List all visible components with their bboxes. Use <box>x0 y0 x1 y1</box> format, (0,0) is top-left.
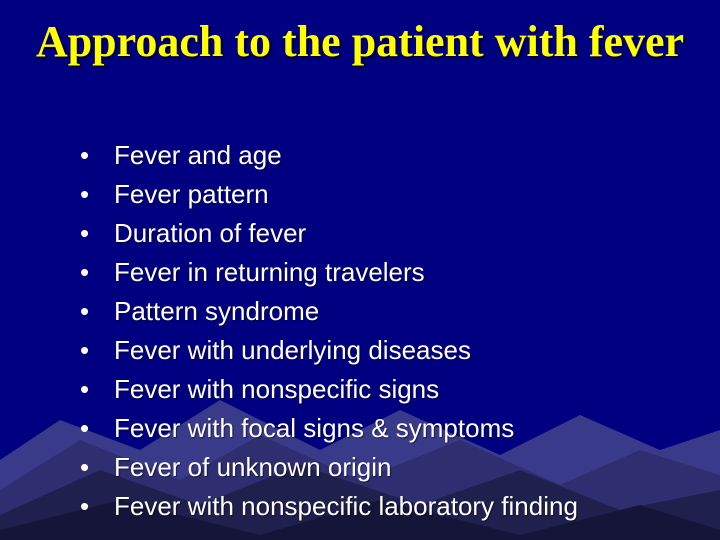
list-item: • Duration of fever <box>80 218 680 249</box>
bullet-marker-icon: • <box>80 452 114 483</box>
bullet-text: Fever in returning travelers <box>114 257 425 288</box>
bullet-marker-icon: • <box>80 218 114 249</box>
bullet-marker-icon: • <box>80 257 114 288</box>
bullet-text: Pattern syndrome <box>114 296 319 327</box>
bullet-text: Fever with nonspecific laboratory findin… <box>114 491 578 522</box>
list-item: • Fever of unknown origin <box>80 452 680 483</box>
bullet-marker-icon: • <box>80 413 114 444</box>
bullet-text: Fever with underlying diseases <box>114 335 471 366</box>
bullet-marker-icon: • <box>80 140 114 171</box>
bullet-text: Fever of unknown origin <box>114 452 391 483</box>
list-item: • Fever in returning travelers <box>80 257 680 288</box>
bullet-marker-icon: • <box>80 179 114 210</box>
bullet-text: Fever with focal signs & symptoms <box>114 413 514 444</box>
list-item: • Fever with underlying diseases <box>80 335 680 366</box>
bullet-marker-icon: • <box>80 335 114 366</box>
slide: Approach to the patient with fever • Fev… <box>0 0 720 540</box>
list-item: • Fever with nonspecific laboratory find… <box>80 491 680 522</box>
list-item: • Fever pattern <box>80 179 680 210</box>
list-item: • Fever and age <box>80 140 680 171</box>
bullet-list: • Fever and age • Fever pattern • Durati… <box>80 140 680 530</box>
bullet-text: Fever with nonspecific signs <box>114 374 439 405</box>
bullet-text: Fever and age <box>114 140 282 171</box>
slide-title: Approach to the patient with fever <box>0 18 720 66</box>
bullet-marker-icon: • <box>80 374 114 405</box>
list-item: • Fever with nonspecific signs <box>80 374 680 405</box>
bullet-text: Duration of fever <box>114 218 306 249</box>
bullet-marker-icon: • <box>80 296 114 327</box>
list-item: • Pattern syndrome <box>80 296 680 327</box>
bullet-marker-icon: • <box>80 491 114 522</box>
list-item: • Fever with focal signs & symptoms <box>80 413 680 444</box>
bullet-text: Fever pattern <box>114 179 269 210</box>
